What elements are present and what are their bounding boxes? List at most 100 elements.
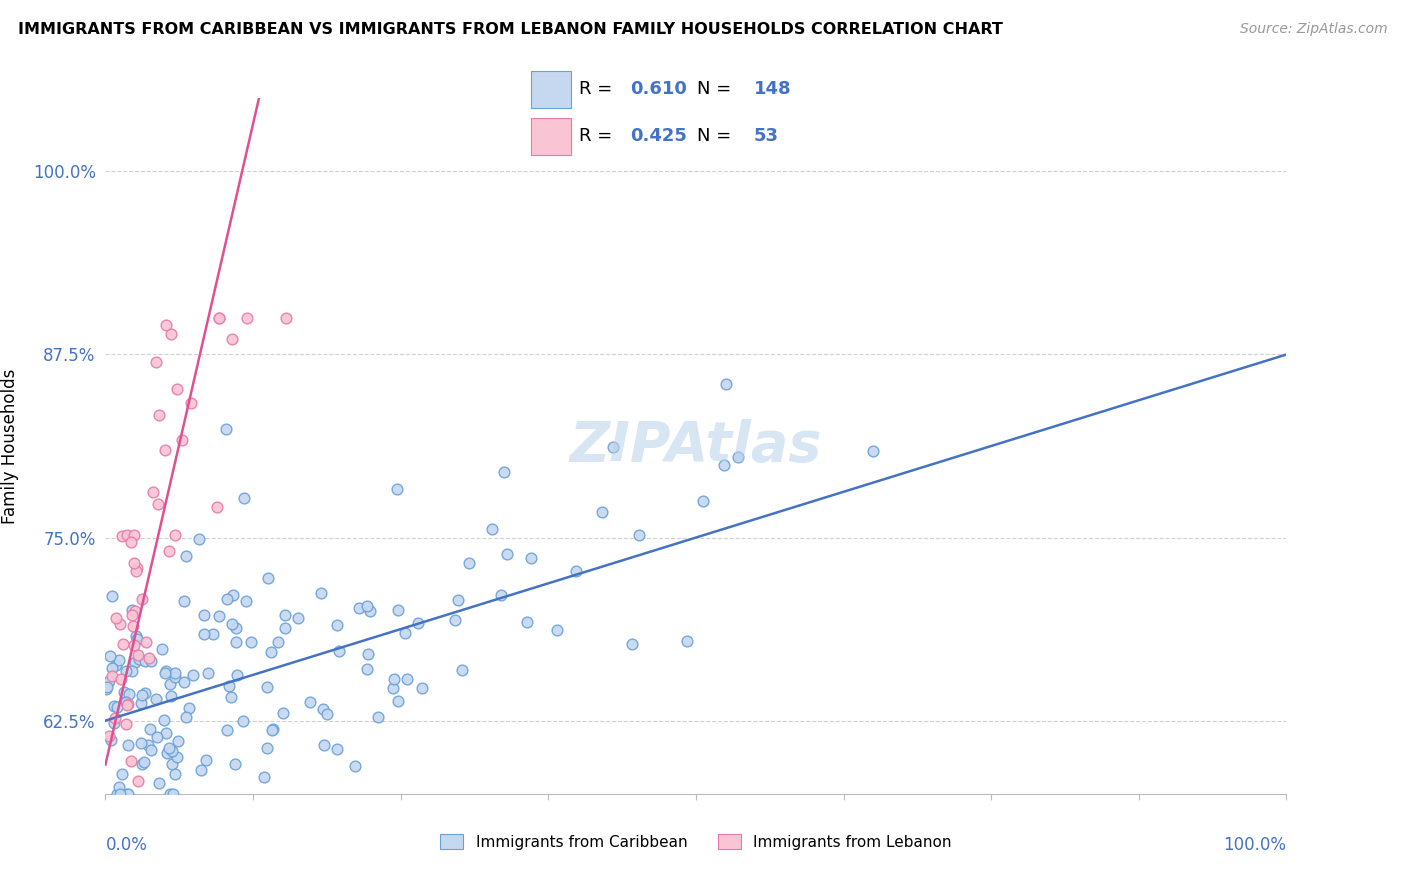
Point [115,695,138,709]
Point [565,564,588,578]
Point [150,641,173,656]
Point [396,673,419,687]
Point [387,694,409,708]
Point [134,686,156,700]
Point [131,688,153,702]
Point [117,687,139,701]
Point [382,673,405,687]
Point [100,589,122,603]
Point [692,494,714,508]
Point [136,738,159,752]
Text: 148: 148 [754,80,792,98]
Point [165,669,187,683]
Point [110,529,132,543]
Point [162,787,184,801]
Point [367,710,389,724]
Point [117,698,139,712]
Point [96,682,118,697]
FancyBboxPatch shape [531,118,571,155]
Point [221,617,243,632]
Point [166,382,188,396]
Point [328,643,350,657]
Point [122,639,145,653]
Point [207,500,229,514]
Point [104,711,127,725]
Point [262,723,284,737]
Point [862,443,884,458]
Point [98,816,121,830]
Point [256,680,278,694]
Text: Source: ZipAtlas.com: Source: ZipAtlas.com [1240,22,1388,37]
Point [117,787,139,801]
Point [155,443,177,458]
Point [138,651,160,665]
Point [121,607,143,622]
Point [217,592,239,607]
Point [129,816,152,830]
Point [546,624,568,638]
Point [155,318,177,333]
Point [193,627,215,641]
Point [627,528,650,542]
Point [235,594,257,608]
Point [139,722,162,736]
Point [381,681,404,695]
Point [153,665,176,680]
Point [117,697,139,711]
Point [131,592,153,607]
Point [167,734,190,748]
Text: 0.0%: 0.0% [105,836,148,854]
Point [481,522,503,536]
Point [215,422,238,436]
Point [110,672,132,686]
Point [224,622,246,636]
Point [157,740,180,755]
Point [727,450,749,464]
Point [489,588,512,602]
Point [159,787,181,801]
Point [447,593,470,607]
Point [232,714,254,728]
Point [131,756,153,771]
Point [260,645,283,659]
Point [516,615,538,629]
Point [145,355,167,369]
Point [98,729,121,743]
Point [714,376,737,391]
Point [120,535,142,549]
Point [387,603,409,617]
Text: ZIPAtlas: ZIPAtlas [569,419,823,473]
Point [267,634,290,648]
Point [162,744,184,758]
Point [274,310,297,325]
Point [495,548,517,562]
Point [105,815,128,830]
Point [202,626,225,640]
Point [450,663,472,677]
Point [180,395,202,409]
Y-axis label: Family Households: Family Households [1,368,18,524]
Point [602,440,624,454]
Point [121,619,143,633]
Point [103,698,125,713]
Point [96,816,118,830]
Point [257,571,280,585]
Point [112,637,135,651]
Point [145,692,167,706]
Point [271,706,294,720]
Point [356,599,378,613]
Point [174,710,197,724]
Point [221,332,243,346]
Point [160,757,183,772]
Point [287,610,309,624]
Point [494,465,516,479]
Point [218,679,240,693]
Point [153,713,176,727]
Point [713,458,735,473]
Point [519,550,541,565]
Point [141,743,163,757]
Point [188,532,211,546]
Point [122,528,145,542]
Point [208,310,231,325]
Point [135,635,157,649]
